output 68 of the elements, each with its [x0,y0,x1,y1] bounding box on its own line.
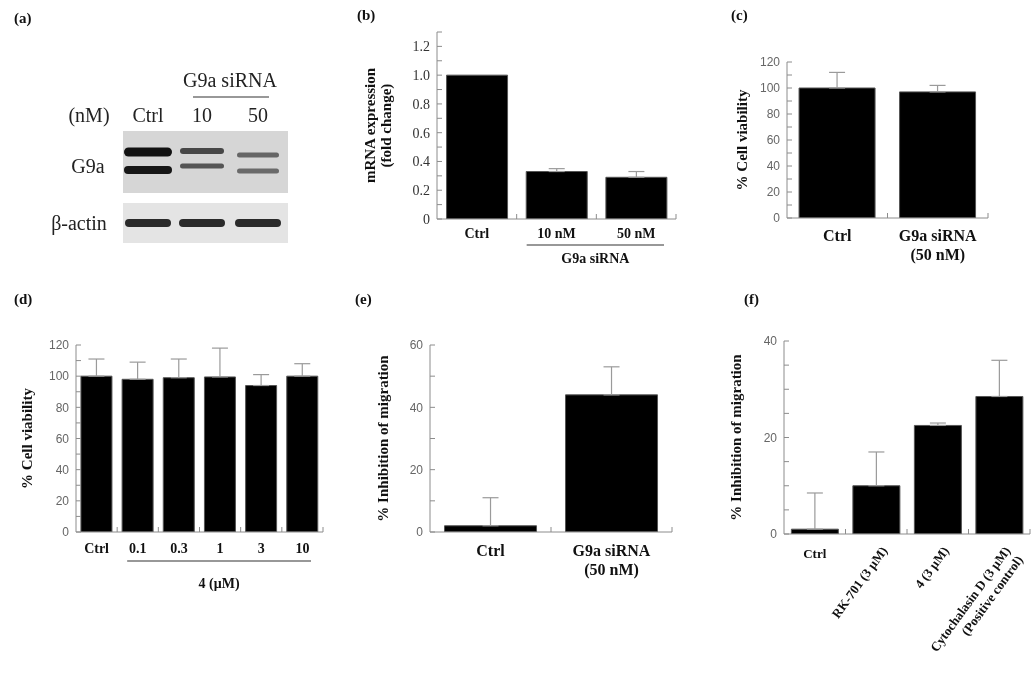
bar [525,171,588,219]
x-tick-label: G9a siRNA (50 nM) [898,226,978,264]
y-tick-label: 40 [409,400,424,415]
bar [975,395,1024,534]
y-tick-label: 100 [759,81,781,96]
x-tick-label: 10 [295,540,310,556]
x-tick-label: 50 nM [616,225,656,241]
chart-title: (b) [357,6,376,24]
x-tick-label: 0.1 [129,540,147,556]
x-tick-label: 1 [216,540,224,556]
y-tick-label: 0.2 [412,183,430,199]
x-tick-label: Ctrl [464,225,490,241]
text: 50 [248,104,268,126]
x-tick-label: Ctrl [823,226,853,244]
text: G9a siRNA [183,69,278,91]
x-tick-label: Ctrl [84,540,110,556]
y-tick-label: 0 [62,525,70,540]
y-tick-label: 20 [55,494,70,509]
y-tick-label: 40 [763,334,778,349]
y-tick-label: 80 [55,400,70,415]
x-tick-label: 3 [257,540,265,556]
y-tick-label: 120 [48,338,70,353]
y-tick-label: 80 [766,107,781,122]
y-tick-label: 1.2 [412,39,430,55]
chart-title: (e) [355,290,372,308]
text: (a) [14,9,32,27]
bar [913,424,962,534]
y-tick-label: 0 [770,527,778,542]
x-tick-label: 0.3 [170,540,188,556]
y-tick-label: 0 [773,211,781,226]
text: (nM) [68,104,110,127]
y-tick-label: 60 [55,431,70,446]
text: G9a [71,155,105,177]
y-tick-label: 0.6 [412,125,430,141]
y-tick-label: 0.4 [412,154,430,170]
x-axis-title: G9a siRNA [561,250,631,266]
chart-title: (c) [731,6,748,24]
y-tick-label: 120 [759,55,781,70]
chart-title: (f) [744,290,759,308]
y-tick-label: 40 [55,462,70,477]
y-tick-label: 1.0 [412,68,430,84]
y-tick-label: 20 [766,185,781,200]
bar [605,176,668,219]
y-tick-label: 20 [409,462,424,477]
y-axis-title: % Cell viability [19,387,36,489]
y-tick-label: 60 [766,133,781,148]
x-tick-label: Ctrl [803,545,827,561]
text: Ctrl [132,104,164,126]
y-tick-label: 0 [423,211,430,227]
y-axis-title: % Cell viability [734,89,751,191]
x-tick-label: Ctrl [476,541,506,559]
y-tick-label: 0.8 [412,96,430,112]
x-axis-title: 4 (μM) [198,575,240,592]
text: β-actin [51,212,107,235]
x-tick-label: G9a siRNA (50 nM) [572,541,651,579]
y-tick-label: 20 [763,430,778,445]
x-tick-label: 10 nM [537,225,576,241]
chart-title: (d) [14,290,33,308]
text: 10 [192,104,212,126]
y-axis-title: % Inhibition of migration [375,354,392,522]
y-tick-label: 40 [766,159,781,174]
y-tick-label: 100 [48,369,70,384]
bar [446,74,509,219]
y-tick-label: 0 [416,525,424,540]
y-axis-title: mRNA expression (fold change) [362,67,396,184]
y-axis-title: % Inhibition of migration [728,353,745,521]
y-tick-label: 60 [409,338,424,353]
bar [852,485,901,534]
